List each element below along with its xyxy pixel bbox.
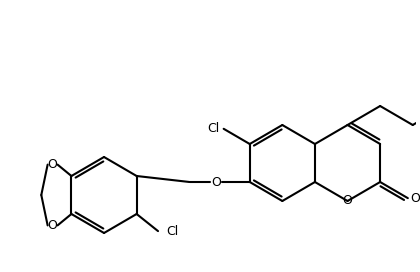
Text: O: O [343,194,352,208]
Text: Cl: Cl [207,122,220,135]
Text: O: O [47,158,58,171]
Text: O: O [410,192,420,205]
Text: O: O [47,219,58,232]
Text: Cl: Cl [166,225,178,238]
Text: O: O [211,175,221,188]
